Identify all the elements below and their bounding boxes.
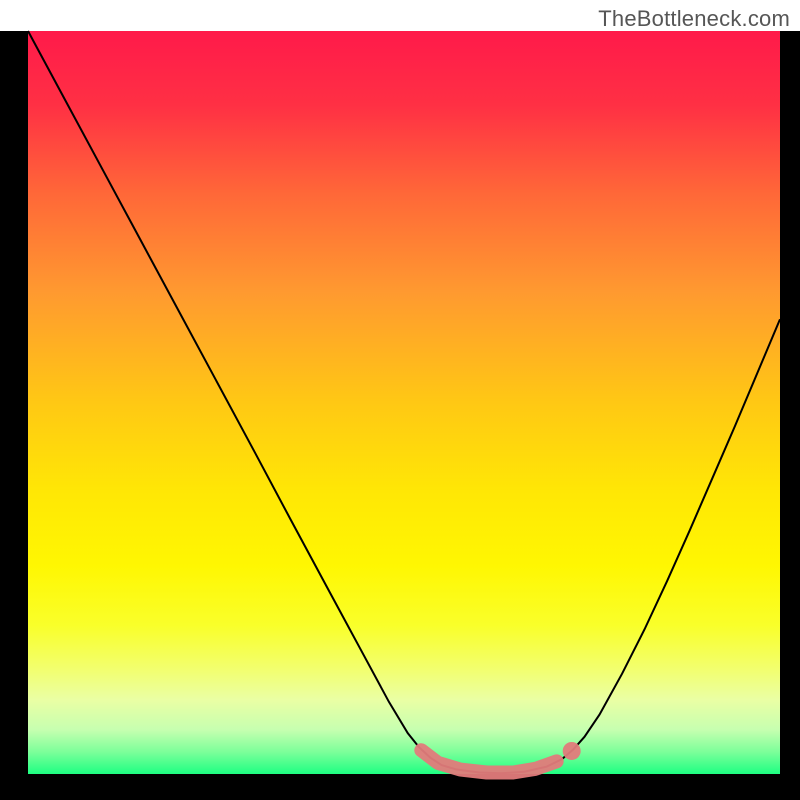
- watermark-text: TheBottleneck.com: [598, 6, 790, 32]
- chart-canvas: [0, 0, 800, 800]
- highlight-marker: [563, 742, 581, 760]
- bottleneck-chart: TheBottleneck.com: [0, 0, 800, 800]
